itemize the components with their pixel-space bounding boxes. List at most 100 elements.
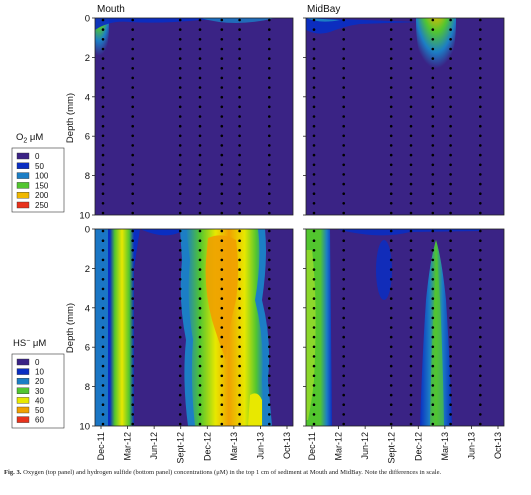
sampling-dot [131, 258, 134, 262]
sampling-dot [389, 47, 393, 51]
sampling-dot [238, 202, 241, 205]
sampling-dot [178, 345, 182, 349]
sampling-dot [198, 393, 202, 397]
sampling-dot [220, 38, 224, 41]
sampling-dot [431, 202, 435, 205]
sampling-dot [479, 297, 482, 300]
sampling-dot [238, 316, 241, 320]
sampling-dot [409, 297, 413, 300]
sampling-dot [101, 163, 105, 167]
sampling-dot [198, 316, 202, 320]
sampling-dot [312, 403, 316, 407]
sampling-dot [479, 258, 482, 262]
x-tick-label-dec-12: Dec-12 [202, 432, 212, 461]
sampling-dot [389, 28, 393, 31]
sampling-dot [101, 47, 105, 51]
sampling-dot [198, 211, 202, 215]
sampling-dot [238, 355, 241, 358]
sampling-dot [312, 173, 316, 176]
sampling-dot [220, 192, 224, 195]
sampling-dot [131, 364, 134, 368]
sampling-dot [101, 268, 105, 271]
sampling-dot [312, 316, 316, 320]
sampling-dot [342, 38, 346, 41]
sampling-dot [131, 153, 134, 157]
sampling-dot [238, 86, 241, 89]
sampling-dot [238, 229, 241, 233]
sampling-dot [131, 47, 134, 51]
sampling-dot [238, 163, 241, 167]
legend-sulfide-swatch-40 [16, 397, 30, 404]
sampling-dot [312, 38, 316, 41]
sampling-dot [431, 134, 435, 138]
y-tick-label-top-4: 4 [85, 92, 90, 103]
sampling-dot [389, 163, 393, 167]
sampling-dot [449, 306, 452, 310]
sampling-dot [220, 355, 224, 358]
sampling-dot [409, 316, 413, 320]
sampling-dot [312, 306, 316, 310]
sampling-dot [431, 297, 435, 300]
sampling-dot [409, 57, 413, 60]
legend-sulfide-label-20: 20 [35, 377, 44, 386]
sulfide-band-dec11 [110, 229, 134, 426]
panel-frame [94, 17, 294, 216]
sampling-dot [220, 105, 224, 109]
sampling-dot [131, 239, 134, 242]
legend-sulfide-label-40: 40 [35, 396, 44, 405]
sampling-dot [131, 173, 134, 176]
sampling-dot [238, 345, 241, 349]
sampling-dot [449, 239, 452, 242]
y-tick-label-bottom-0: 0 [85, 225, 90, 236]
sampling-dot [389, 249, 393, 252]
sampling-dot [389, 38, 393, 41]
sampling-dot [389, 326, 393, 329]
sampling-dot [342, 326, 346, 329]
sampling-dot [479, 249, 482, 252]
legend-oxygen-title-sub: 2 [23, 138, 27, 145]
sampling-dot [389, 258, 393, 262]
legend-sulfide-label-10: 10 [35, 368, 44, 377]
sampling-dot [220, 249, 224, 252]
y-tick-label-top-2: 2 [85, 53, 90, 64]
sampling-dot [178, 202, 182, 205]
sampling-dot [238, 249, 241, 252]
sampling-dot [268, 326, 271, 329]
legend-sulfide-swatch-30 [16, 387, 30, 394]
sampling-dot [312, 28, 316, 31]
sampling-dot [449, 38, 452, 41]
sampling-dot [431, 115, 435, 118]
sampling-dot [312, 202, 316, 205]
sampling-dot [342, 144, 346, 147]
sampling-dot [268, 173, 271, 176]
sampling-dot [101, 173, 105, 176]
sampling-dot [101, 326, 105, 329]
sampling-dot [342, 384, 346, 387]
sampling-dot [479, 306, 482, 310]
sampling-dot [198, 384, 202, 387]
sampling-dot [131, 163, 134, 167]
sampling-dot [268, 76, 271, 80]
sampling-dot [312, 297, 316, 300]
surface-contour [200, 18, 275, 23]
legend-oxygen-swatch-100 [16, 172, 30, 179]
sampling-dot [431, 57, 435, 60]
sampling-dot [131, 144, 134, 147]
sampling-dot [101, 115, 105, 118]
sampling-dot [268, 287, 271, 291]
sampling-dot [268, 18, 271, 22]
sampling-dot [238, 374, 241, 378]
sampling-dot [101, 403, 105, 407]
sampling-dot [178, 229, 182, 233]
sampling-dot [198, 258, 202, 262]
sampling-dot [409, 364, 413, 368]
sampling-dot [268, 239, 271, 242]
sampling-dot [198, 115, 202, 118]
sampling-dot [131, 182, 134, 186]
sampling-dot [449, 335, 452, 339]
sampling-dot [131, 211, 134, 215]
sampling-dot [409, 192, 413, 195]
sampling-dot [131, 345, 134, 349]
sampling-dot [449, 384, 452, 387]
sampling-dot [479, 28, 482, 31]
